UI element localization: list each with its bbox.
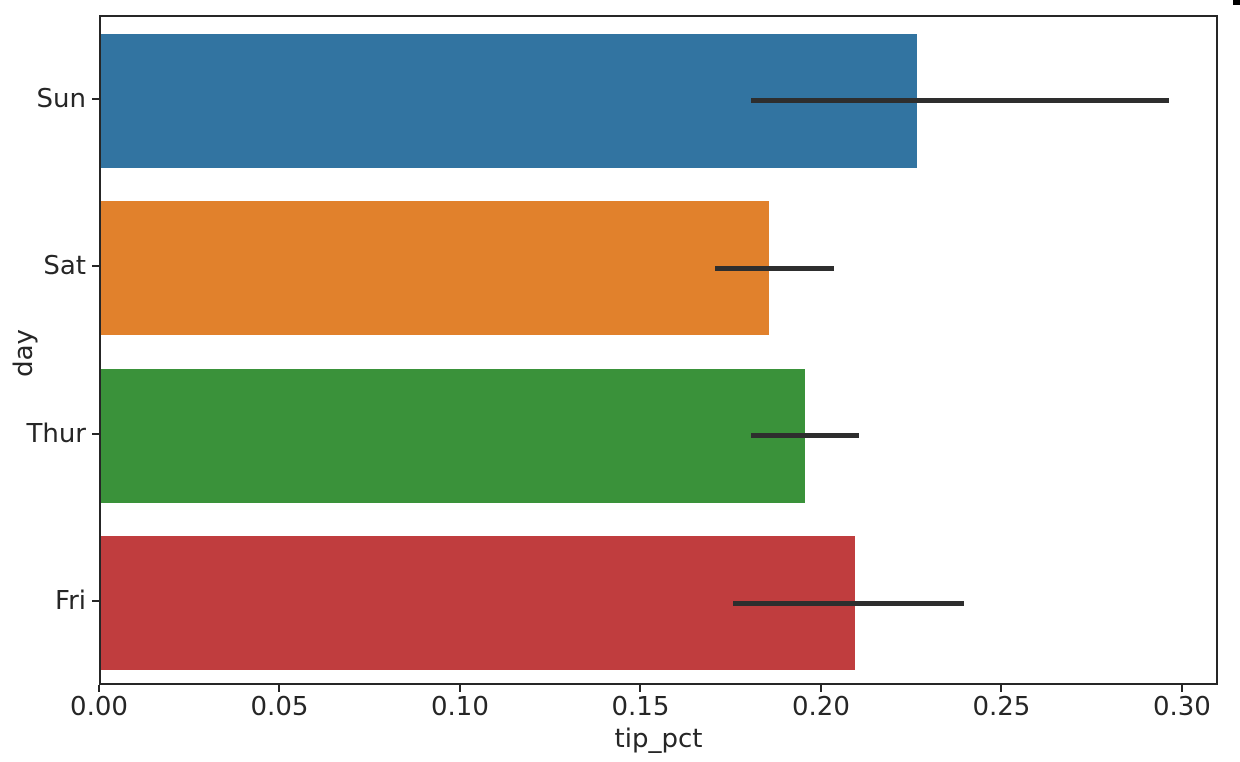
y-tick-mark-thur xyxy=(92,432,99,435)
x-tick-label-0.20: 0.20 xyxy=(791,692,850,722)
y-tick-label-sat: Sat xyxy=(43,251,86,282)
plot-area xyxy=(99,15,1218,685)
x-axis-label: tip_pct xyxy=(614,724,703,754)
error-bar-sat xyxy=(714,265,834,271)
x-tick-mark-0.15 xyxy=(639,685,642,692)
bar-fri xyxy=(101,536,856,671)
x-tick-mark-0.25 xyxy=(1000,685,1003,692)
x-tick-mark-0.00 xyxy=(98,685,100,692)
y-tick-mark-sat xyxy=(92,265,99,268)
x-tick-mark-0.30 xyxy=(1180,685,1183,692)
x-tick-label-0.00: 0.00 xyxy=(70,692,128,722)
x-tick-label-0.30: 0.30 xyxy=(1152,692,1211,722)
bar-thur xyxy=(101,368,805,503)
x-tick-label-0.25: 0.25 xyxy=(972,692,1031,722)
x-tick-mark-0.10 xyxy=(458,685,461,692)
y-tick-mark-fri xyxy=(92,600,99,603)
bar-sat xyxy=(101,201,769,336)
error-bar-thur xyxy=(750,433,860,439)
x-tick-label-0.15: 0.15 xyxy=(611,692,670,722)
x-tick-label-0.05: 0.05 xyxy=(250,692,309,722)
x-tick-mark-0.20 xyxy=(819,685,822,692)
x-tick-mark-0.05 xyxy=(278,685,281,692)
y-tick-label-sun: Sun xyxy=(36,83,86,114)
corner-artifact xyxy=(1233,0,1240,5)
x-tick-label-0.10: 0.10 xyxy=(431,692,489,722)
error-bar-sun xyxy=(750,98,1170,104)
y-tick-label-thur: Thur xyxy=(26,418,86,449)
error-bar-fri xyxy=(732,600,964,606)
y-tick-label-fri: Fri xyxy=(55,586,86,617)
y-tick-mark-sun xyxy=(92,97,99,100)
y-axis-label: day xyxy=(9,329,39,377)
